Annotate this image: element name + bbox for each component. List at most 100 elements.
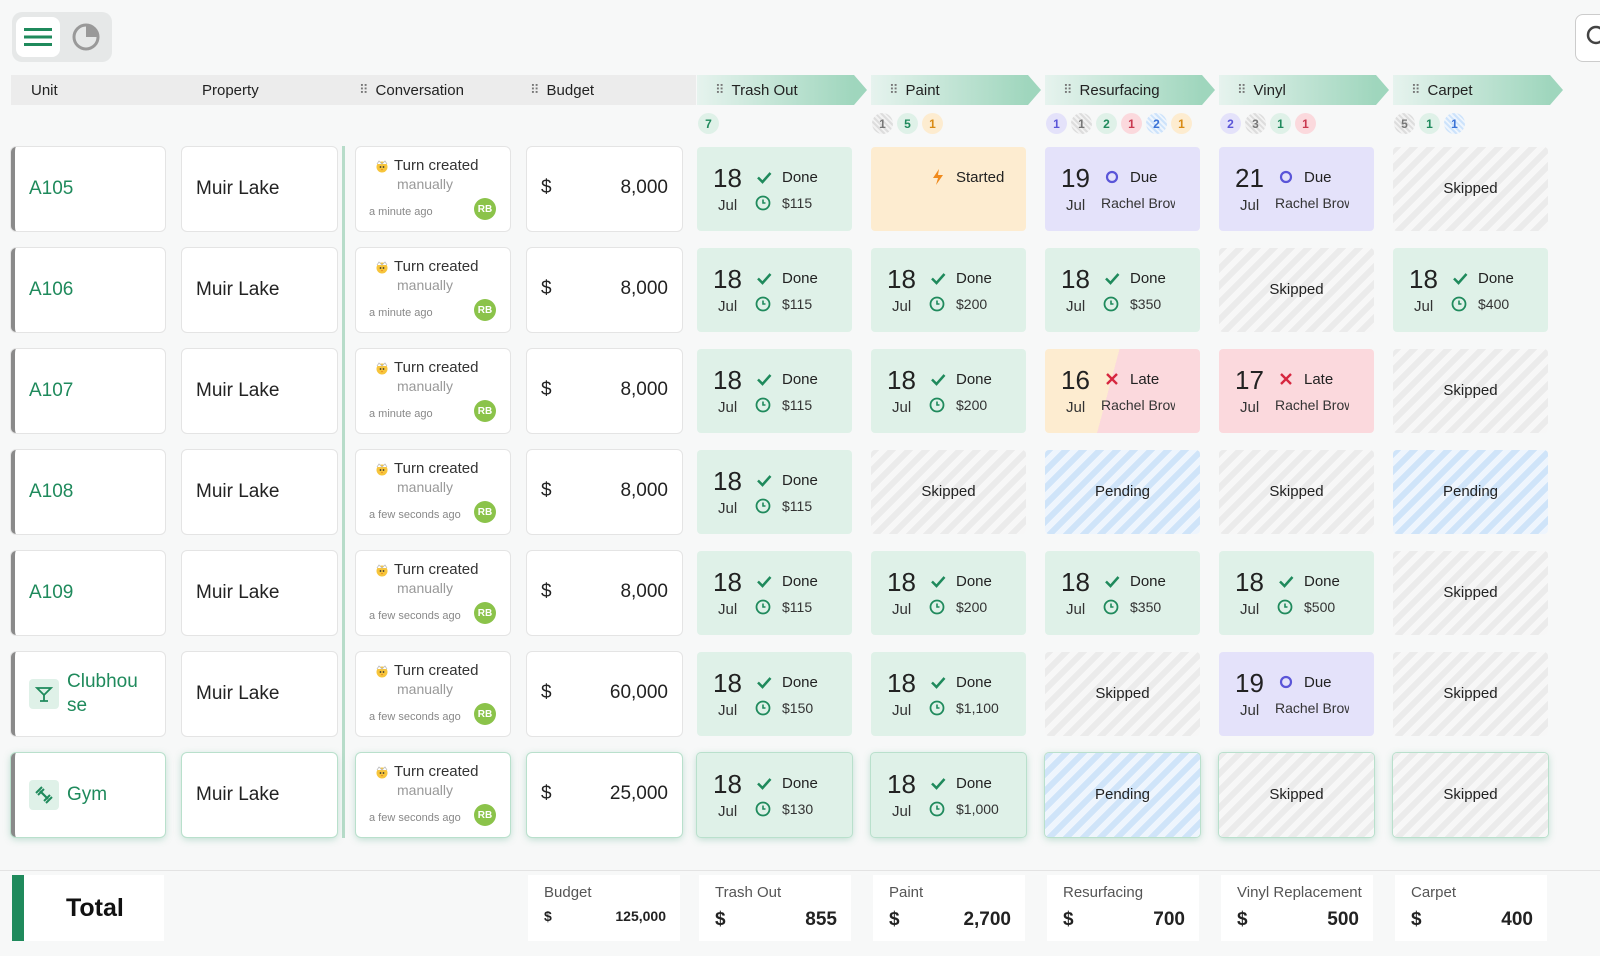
unit-cell[interactable]: A108 [11, 450, 165, 534]
count-done[interactable]: 1 [1419, 113, 1440, 134]
list-view-button[interactable] [16, 17, 60, 57]
budget-cell[interactable]: $8,000 [527, 147, 682, 231]
count-skipped[interactable]: 5 [1394, 113, 1415, 134]
stage-cell-due[interactable]: 19 Jul Due Rachel Brown [1045, 147, 1200, 231]
conversation-cell[interactable]: Turn created manually a minute ago RB [356, 349, 510, 433]
header-vinyl[interactable]: ⠿ Vinyl [1219, 75, 1389, 105]
drag-handle-icon[interactable]: ⠿ [715, 82, 724, 97]
header-trash-out[interactable]: ⠿ Trash Out [697, 75, 867, 105]
stage-cell-late[interactable]: 16 Jul Late Rachel Brown [1045, 349, 1200, 433]
header-conversation[interactable]: ⠿ Conversation [348, 75, 518, 105]
stage-cell-late[interactable]: 17 Jul Late Rachel Brown [1219, 349, 1374, 433]
unit-name[interactable]: Gym [67, 784, 108, 805]
count-pending[interactable]: 1 [1444, 113, 1465, 134]
header-carpet[interactable]: ⠿ Carpet [1393, 75, 1563, 105]
header-unit[interactable]: Unit [11, 75, 181, 105]
count-late[interactable]: 1 [1295, 113, 1316, 134]
stage-cell-done[interactable]: 18 Jul Done $350 [1045, 551, 1200, 635]
budget-cell[interactable]: $8,000 [527, 349, 682, 433]
stage-cell-done[interactable]: 18 Jul Done $1,000 [871, 753, 1026, 837]
unit-name[interactable]: Clubhouse [67, 671, 138, 716]
count-skipped[interactable]: 1 [1071, 113, 1092, 134]
stage-cell-done[interactable]: 18 Jul Done $200 [871, 349, 1026, 433]
unit-name[interactable]: A106 [29, 279, 74, 300]
unit-name[interactable]: A109 [29, 582, 74, 603]
budget-cell[interactable]: $8,000 [527, 450, 682, 534]
budget-cell[interactable]: $8,000 [527, 551, 682, 635]
header-property[interactable]: Property [181, 75, 348, 105]
count-due[interactable]: 1 [1046, 113, 1067, 134]
count-skipped[interactable]: 1 [872, 113, 893, 134]
stage-cell-done[interactable]: 18 Jul Done $130 [697, 753, 852, 837]
drag-handle-icon[interactable]: ⠿ [359, 82, 368, 97]
header-resurfacing[interactable]: ⠿ Resurfacing [1045, 75, 1215, 105]
count-started[interactable]: 1 [1171, 113, 1192, 134]
header-paint[interactable]: ⠿ Paint [871, 75, 1041, 105]
conversation-cell[interactable]: Turn created manually a minute ago RB [356, 248, 510, 332]
unit-cell[interactable]: A109 [11, 551, 165, 635]
stage-cell-skipped[interactable]: Skipped [1219, 753, 1374, 837]
unit-cell[interactable]: A106 [11, 248, 165, 332]
drag-handle-icon[interactable]: ⠿ [889, 82, 898, 97]
stage-cell-skipped[interactable]: Skipped [1393, 147, 1548, 231]
stage-cell-done[interactable]: 18 Jul Done $115 [697, 551, 852, 635]
count-done[interactable]: 7 [698, 113, 719, 134]
count-done[interactable]: 2 [1096, 113, 1117, 134]
drag-handle-icon[interactable]: ⠿ [1237, 82, 1246, 97]
stage-cell-done[interactable]: 18 Jul Done $350 [1045, 248, 1200, 332]
count-started[interactable]: 1 [922, 113, 943, 134]
avatar[interactable]: RB [474, 299, 496, 321]
header-budget[interactable]: ⠿ Budget [518, 75, 696, 105]
avatar[interactable]: RB [474, 400, 496, 422]
stage-cell-done[interactable]: 18 Jul Done $115 [697, 248, 852, 332]
avatar[interactable]: RB [474, 198, 496, 220]
avatar[interactable]: RB [474, 804, 496, 826]
stage-cell-done[interactable]: 18 Jul Done $400 [1393, 248, 1548, 332]
stage-cell-pending[interactable]: Pending [1045, 753, 1200, 837]
stage-cell-skipped[interactable]: Skipped [1393, 753, 1548, 837]
drag-handle-icon[interactable]: ⠿ [1411, 82, 1420, 97]
stage-cell-skipped[interactable]: Skipped [871, 450, 1026, 534]
unit-cell[interactable]: Clubhouse [11, 652, 165, 736]
unit-name[interactable]: A107 [29, 380, 74, 401]
conversation-cell[interactable]: Turn created manually a few seconds ago RB [356, 652, 510, 736]
count-pending[interactable]: 2 [1146, 113, 1167, 134]
stage-cell-due[interactable]: 19 Jul Due Rachel Brown [1219, 652, 1374, 736]
stage-cell-done[interactable]: 18 Jul Done $150 [697, 652, 852, 736]
stage-cell-done[interactable]: 18 Jul Done $115 [697, 147, 852, 231]
stage-cell-done[interactable]: 18 Jul Done $200 [871, 248, 1026, 332]
avatar[interactable]: RB [474, 703, 496, 725]
stage-cell-skipped[interactable]: Skipped [1393, 551, 1548, 635]
count-late[interactable]: 1 [1121, 113, 1142, 134]
chart-view-button[interactable] [64, 17, 108, 57]
count-done[interactable]: 5 [897, 113, 918, 134]
drag-handle-icon[interactable]: ⠿ [1063, 82, 1072, 97]
unit-cell[interactable]: Gym [11, 753, 165, 837]
unit-cell[interactable]: A107 [11, 349, 165, 433]
avatar[interactable]: RB [474, 501, 496, 523]
unit-cell[interactable]: A105 [11, 147, 165, 231]
unit-name[interactable]: A105 [29, 178, 74, 199]
stage-cell-pending[interactable]: Pending [1393, 450, 1548, 534]
count-done[interactable]: 1 [1270, 113, 1291, 134]
conversation-cell[interactable]: Turn created manually a few seconds ago RB [356, 450, 510, 534]
search-button[interactable] [1575, 14, 1600, 62]
count-skipped[interactable]: 3 [1245, 113, 1266, 134]
stage-cell-skipped[interactable]: Skipped [1045, 652, 1200, 736]
stage-cell-done[interactable]: 18 Jul Done $1,100 [871, 652, 1026, 736]
unit-name[interactable]: A108 [29, 481, 74, 502]
stage-cell-skipped[interactable]: Skipped [1393, 652, 1548, 736]
stage-cell-skipped[interactable]: Skipped [1219, 248, 1374, 332]
stage-cell-done[interactable]: 18 Jul Done $115 [697, 349, 852, 433]
stage-cell-skipped[interactable]: Skipped [1393, 349, 1548, 433]
stage-cell-done[interactable]: 18 Jul Done $200 [871, 551, 1026, 635]
count-due[interactable]: 2 [1220, 113, 1241, 134]
stage-cell-skipped[interactable]: Skipped [1219, 450, 1374, 534]
avatar[interactable]: RB [474, 602, 496, 624]
budget-cell[interactable]: $60,000 [527, 652, 682, 736]
budget-cell[interactable]: $8,000 [527, 248, 682, 332]
stage-cell-pending[interactable]: Pending [1045, 450, 1200, 534]
stage-cell-started[interactable]: Started [871, 147, 1026, 231]
conversation-cell[interactable]: Turn created manually a minute ago RB [356, 147, 510, 231]
stage-cell-done[interactable]: 18 Jul Done $115 [697, 450, 852, 534]
